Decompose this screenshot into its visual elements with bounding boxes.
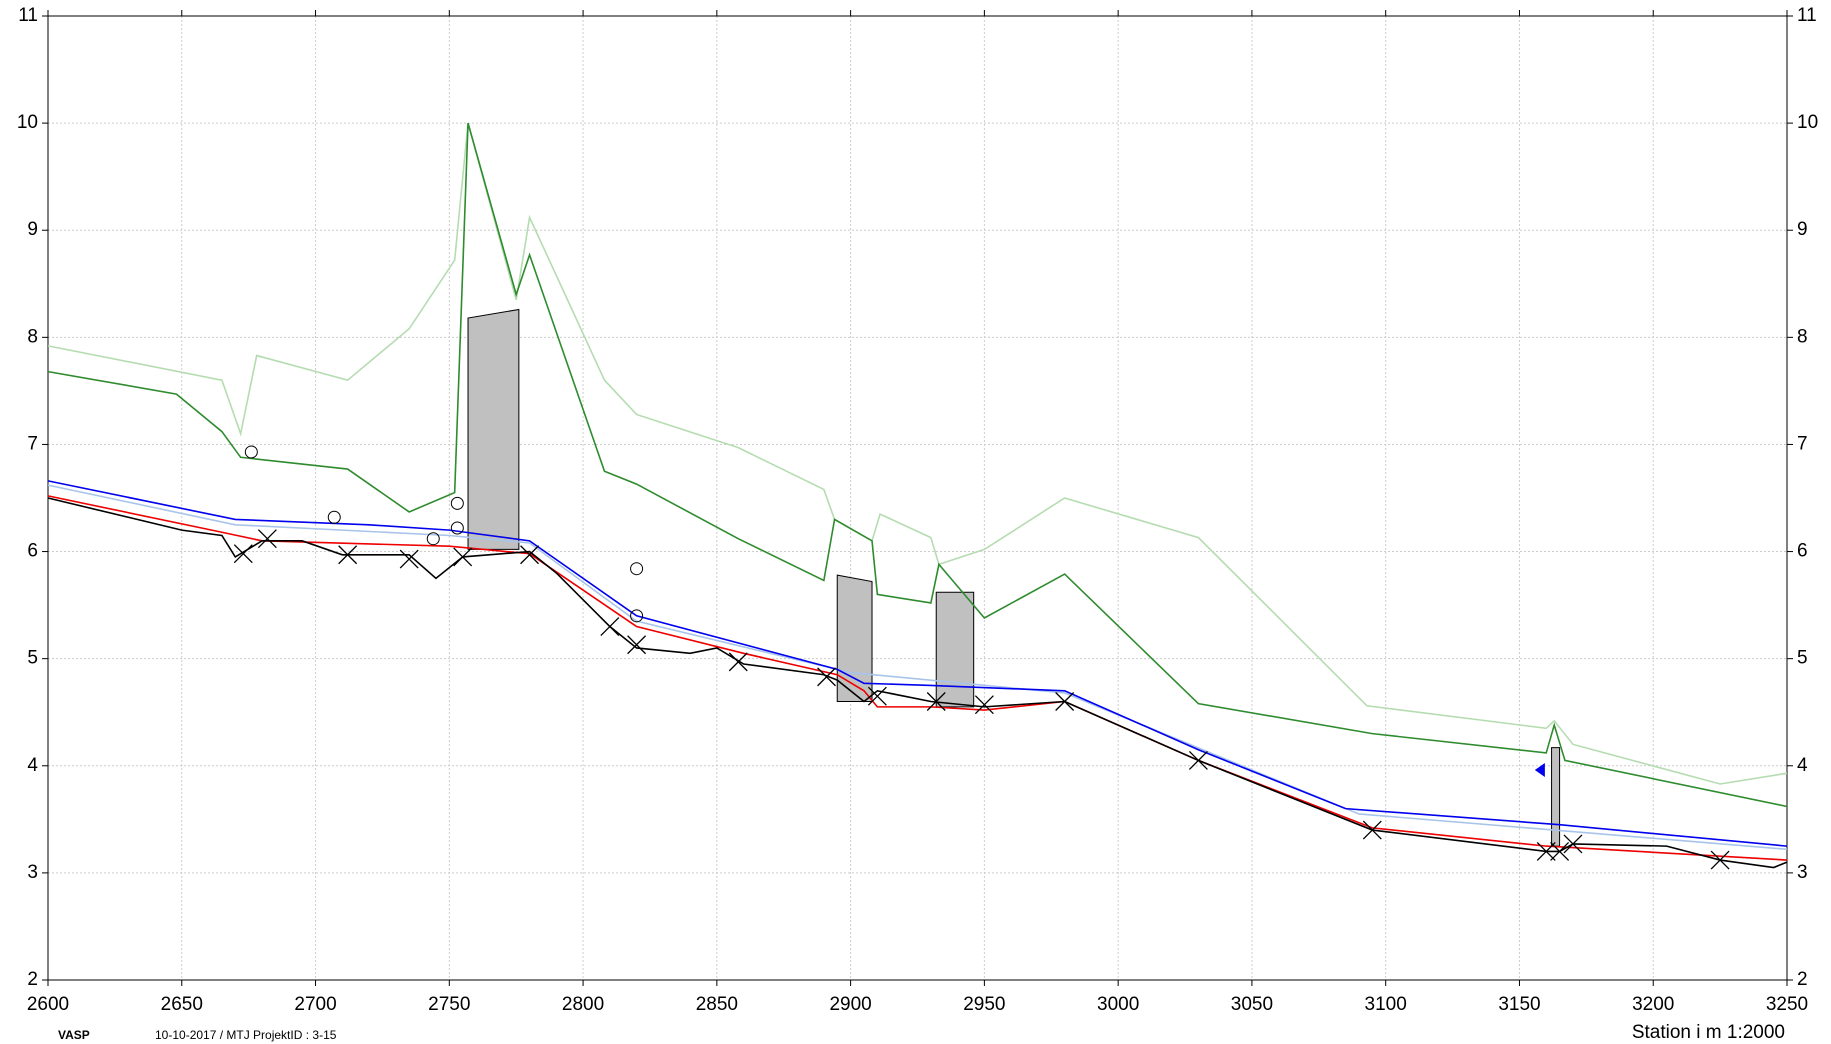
y-tick-label: 2: [27, 969, 38, 990]
y2-tick-label: 2: [1797, 969, 1808, 990]
cross-marker: [399, 549, 419, 569]
profile-line: [47, 484, 1788, 851]
x-axis-label: Station i m 1:2000: [1632, 1022, 1785, 1043]
cross-marker: [974, 695, 994, 715]
y-tick-label: 6: [27, 541, 38, 562]
cross-marker: [600, 617, 620, 636]
y-tick-label: 3: [27, 862, 38, 883]
x-tick-label: 3250: [1766, 994, 1808, 1015]
y-tick-label: 5: [27, 648, 38, 669]
circle-marker: [630, 609, 644, 623]
circle-marker: [450, 521, 464, 535]
y-tick-label: 8: [27, 326, 38, 347]
x-tick-label: 3050: [1231, 994, 1273, 1015]
y2-tick-label: 11: [1797, 5, 1817, 26]
x-tick-label: 2650: [161, 994, 203, 1015]
x-tick-label: 2700: [294, 994, 336, 1015]
circle-marker: [630, 562, 644, 576]
cross-marker: [817, 667, 836, 687]
y2-tick-label: 10: [1797, 112, 1818, 133]
triangle-marker: [1534, 763, 1545, 778]
footer-info: 10-10-2017 / MTJ ProjektID : 3-15: [155, 1028, 337, 1042]
y2-tick-label: 4: [1797, 755, 1808, 776]
cross-marker: [1710, 850, 1730, 870]
y2-tick-label: 8: [1797, 326, 1808, 347]
x-tick-label: 2850: [696, 994, 738, 1015]
x-tick-label: 2950: [963, 994, 1005, 1015]
cross-marker: [1188, 750, 1208, 770]
circle-marker: [426, 532, 440, 546]
cross-marker: [520, 545, 540, 565]
cross-marker: [233, 544, 253, 564]
cross-marker: [453, 547, 473, 567]
y2-tick-label: 5: [1797, 648, 1808, 669]
profile-line: [47, 122, 1788, 785]
structure: [935, 591, 975, 708]
circle-marker: [244, 445, 258, 459]
cross-marker: [1536, 842, 1556, 861]
y-tick-label: 4: [27, 755, 38, 776]
y-tick-label: 7: [27, 433, 38, 454]
cross-marker: [257, 529, 277, 549]
y2-tick-label: 6: [1797, 541, 1808, 562]
y2-tick-label: 7: [1797, 433, 1808, 454]
structure: [467, 308, 520, 550]
x-tick-label: 2900: [829, 994, 871, 1015]
footer-left: VASP: [58, 1028, 90, 1042]
circle-marker: [450, 496, 464, 510]
structure: [1551, 747, 1561, 847]
profile-line: [47, 495, 1788, 861]
cross-marker: [1550, 842, 1570, 861]
profile-line: [47, 122, 1788, 808]
x-tick-label: 2600: [27, 994, 69, 1015]
profile-line: [47, 497, 1788, 869]
plot-frame: [47, 15, 1788, 981]
cross-marker: [926, 692, 946, 711]
x-tick-label: 3200: [1632, 994, 1674, 1015]
x-tick-label: 2750: [428, 994, 470, 1015]
x-tick-label: 3150: [1498, 994, 1540, 1015]
y-tick-label: 9: [27, 219, 38, 240]
cross-marker: [338, 545, 358, 565]
circle-marker: [327, 510, 341, 524]
x-tick-label: 3000: [1097, 994, 1139, 1015]
cross-marker: [1055, 692, 1075, 711]
cross-marker: [1362, 820, 1382, 840]
y2-tick-label: 9: [1797, 219, 1808, 240]
y-tick-label: 11: [18, 5, 38, 26]
cross-marker: [627, 635, 647, 655]
x-tick-label: 2800: [562, 994, 604, 1015]
profile-line: [47, 480, 1788, 847]
y2-tick-label: 3: [1797, 862, 1808, 883]
x-tick-label: 3100: [1365, 994, 1407, 1015]
structure: [836, 574, 873, 703]
cross-marker: [867, 686, 887, 706]
cross-marker: [1563, 834, 1583, 854]
cross-marker: [728, 652, 748, 672]
y-tick-label: 10: [17, 112, 38, 133]
